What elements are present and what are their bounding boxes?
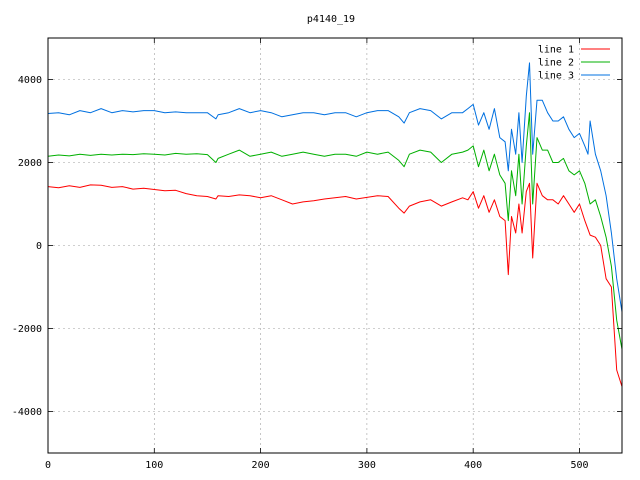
y-tick-label: 2000 (18, 158, 42, 169)
legend-label-1: line 1 (538, 45, 574, 56)
x-tick-label: 300 (358, 460, 376, 471)
chart-title: p4140_19 (307, 14, 355, 25)
x-tick-label: 500 (570, 460, 588, 471)
series-line-3 (47, 62, 623, 312)
legend: line 1 line 2 line 3 (538, 45, 610, 82)
legend-label-3: line 3 (538, 71, 574, 82)
series-line-1 (47, 182, 623, 387)
x-tick-label: 0 (45, 460, 51, 471)
x-tick-label: 100 (145, 460, 163, 471)
axis-ticks: 0 100 200 300 400 500 -4000 -2000 0 2000 4000 (12, 38, 622, 471)
y-tick-label: 0 (36, 241, 42, 252)
y-tick-label: 4000 (18, 75, 42, 86)
x-tick-label: 400 (464, 460, 482, 471)
legend-label-2: line 2 (538, 58, 574, 69)
x-tick-label: 200 (252, 460, 270, 471)
y-tick-label: -4000 (12, 407, 42, 418)
grid-lines (48, 38, 622, 453)
series-lines (47, 62, 623, 387)
series-line-2 (47, 112, 623, 350)
y-tick-label: -2000 (12, 324, 42, 335)
